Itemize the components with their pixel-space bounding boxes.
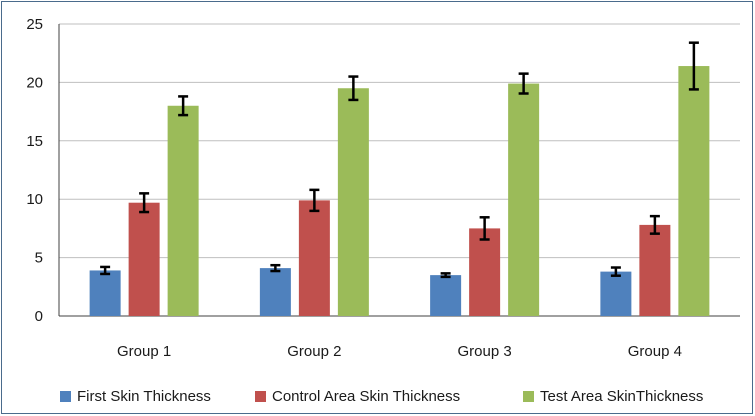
error-bar-control-area-skin-thickness-group-4 (649, 214, 660, 235)
bar-control-area-skin-thickness-group-4 (639, 224, 671, 316)
x-tick-label: Group 2 (287, 343, 341, 360)
bar-test-area-skinthickness-group-4 (678, 66, 710, 316)
bar-control-area-skin-thickness-group-2 (298, 200, 330, 316)
error-bars (100, 41, 699, 279)
legend-label: Test Area SkinThickness (540, 388, 703, 405)
y-tick-label: 15 (26, 133, 43, 150)
legend-item: First Skin Thickness (60, 388, 211, 405)
x-tick-label: Group 3 (458, 343, 512, 360)
bar-control-area-skin-thickness-group-3 (469, 228, 501, 316)
error-bar-control-area-skin-thickness-group-3 (479, 216, 490, 241)
error-bar-control-area-skin-thickness-group-1 (139, 192, 150, 214)
y-tick-label: 5 (35, 250, 43, 267)
x-tick-labels: Group 1 Group 2 Group 3 Group 4 (117, 343, 682, 360)
gridlines (59, 23, 740, 259)
error-bar-first-skin-thickness-group-2 (270, 263, 281, 273)
bar-first-skin-thickness-group-1 (89, 270, 121, 316)
error-bar-test-area-skinthickness-group-1 (178, 95, 189, 117)
legend-item: Control Area Skin Thickness (255, 388, 460, 405)
axes (58, 24, 740, 317)
error-bar-first-skin-thickness-group-1 (100, 265, 111, 276)
bars (89, 66, 710, 317)
y-tick-label: 10 (26, 191, 43, 208)
y-tick-labels: 0 5 10 15 20 25 (26, 16, 43, 325)
error-bar-first-skin-thickness-group-4 (610, 266, 621, 277)
error-bar-test-area-skinthickness-group-4 (688, 41, 699, 91)
error-bar-control-area-skin-thickness-group-2 (309, 188, 320, 213)
bar-first-skin-thickness-group-2 (259, 268, 291, 316)
bar-first-skin-thickness-group-3 (430, 275, 462, 316)
error-bar-test-area-skinthickness-group-3 (518, 72, 529, 95)
bar-control-area-skin-thickness-group-1 (128, 202, 160, 316)
legend: First Skin Thickness Control Area Skin Th… (60, 388, 703, 405)
bar-first-skin-thickness-group-4 (600, 271, 632, 316)
error-bar-first-skin-thickness-group-3 (440, 272, 451, 279)
bar-test-area-skinthickness-group-1 (167, 105, 199, 316)
legend-label: Control Area Skin Thickness (272, 388, 460, 405)
legend-swatch (255, 391, 266, 402)
bar-test-area-skinthickness-group-2 (337, 88, 369, 317)
legend-swatch (523, 391, 534, 402)
y-tick-label: 20 (26, 74, 43, 91)
y-tick-label: 25 (26, 16, 43, 33)
x-tick-label: Group 4 (628, 343, 682, 360)
y-tick-label: 0 (35, 308, 43, 325)
bar-test-area-skinthickness-group-3 (508, 83, 540, 317)
legend-swatch (60, 391, 71, 402)
legend-item: Test Area SkinThickness (523, 388, 703, 405)
x-tick-label: Group 1 (117, 343, 171, 360)
legend-label: First Skin Thickness (77, 388, 211, 405)
error-bar-test-area-skinthickness-group-2 (348, 75, 359, 102)
